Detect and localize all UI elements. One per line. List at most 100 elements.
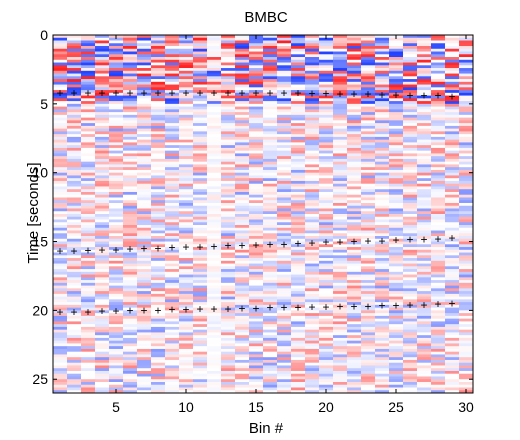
heatmap-cell bbox=[179, 324, 194, 328]
heatmap-cell bbox=[249, 310, 264, 314]
heatmap-cell bbox=[95, 167, 110, 171]
heatmap-cell bbox=[193, 186, 208, 190]
heatmap-cell bbox=[207, 211, 222, 215]
heatmap-cell bbox=[249, 249, 264, 253]
heatmap-cell bbox=[53, 219, 68, 223]
heatmap-cell bbox=[263, 172, 278, 176]
heatmap-cell bbox=[137, 266, 152, 270]
heatmap-cell bbox=[109, 92, 124, 96]
heatmap-cell bbox=[403, 326, 418, 331]
heatmap-cell bbox=[221, 252, 236, 256]
heatmap-cell bbox=[417, 365, 432, 369]
heatmap-cell bbox=[53, 362, 68, 366]
heatmap-cell bbox=[179, 313, 194, 317]
heatmap-cell bbox=[249, 376, 264, 380]
heatmap-cell bbox=[389, 211, 404, 215]
heatmap-cell bbox=[67, 117, 82, 121]
heatmap-cell bbox=[95, 161, 110, 165]
heatmap-cell bbox=[431, 370, 446, 375]
heatmap-cell bbox=[221, 318, 236, 322]
heatmap-cell bbox=[361, 263, 376, 267]
heatmap-cell bbox=[151, 136, 166, 141]
heatmap-cell bbox=[207, 117, 222, 121]
heatmap-cell bbox=[151, 43, 166, 47]
heatmap-cell bbox=[95, 313, 110, 317]
heatmap-cell bbox=[165, 120, 180, 124]
heatmap-cell bbox=[361, 81, 376, 85]
heatmap-cell bbox=[459, 348, 474, 353]
heatmap-cell bbox=[67, 244, 82, 248]
heatmap-cell bbox=[193, 65, 208, 69]
heatmap-cell bbox=[137, 288, 152, 292]
heatmap-cell bbox=[277, 161, 292, 165]
heatmap-cell bbox=[151, 247, 166, 251]
heatmap-cell bbox=[95, 335, 110, 339]
heatmap-cell bbox=[53, 161, 68, 165]
heatmap-cell bbox=[207, 271, 222, 275]
heatmap-cell bbox=[179, 258, 194, 262]
heatmap-cell bbox=[235, 125, 250, 130]
heatmap-cell bbox=[445, 103, 460, 107]
heatmap-cell bbox=[221, 51, 236, 55]
heatmap-cell bbox=[459, 332, 474, 336]
heatmap-cell bbox=[347, 285, 362, 289]
heatmap-cell bbox=[389, 379, 404, 383]
heatmap-cell bbox=[445, 260, 460, 264]
heatmap-cell bbox=[347, 288, 362, 292]
heatmap-cell bbox=[67, 357, 82, 361]
marker-point: + bbox=[364, 234, 371, 248]
heatmap-cell bbox=[347, 70, 362, 74]
heatmap-cell bbox=[179, 351, 194, 355]
heatmap-cell bbox=[291, 359, 306, 364]
heatmap-cell bbox=[333, 76, 348, 80]
heatmap-cell bbox=[165, 90, 180, 94]
heatmap-cell bbox=[403, 315, 418, 320]
heatmap-cell bbox=[81, 348, 96, 353]
heatmap-cell bbox=[403, 255, 418, 259]
heatmap-cell bbox=[431, 68, 446, 72]
heatmap-cell bbox=[95, 81, 110, 85]
heatmap-cell bbox=[375, 244, 390, 248]
heatmap-cell bbox=[403, 87, 418, 91]
heatmap-cell bbox=[123, 277, 138, 281]
heatmap-cell bbox=[221, 348, 236, 353]
heatmap-cell bbox=[389, 114, 404, 119]
heatmap-cell bbox=[305, 76, 320, 80]
heatmap-cell bbox=[207, 189, 222, 193]
heatmap-cell bbox=[277, 183, 292, 187]
heatmap-cell bbox=[95, 390, 110, 394]
heatmap-cell bbox=[459, 260, 474, 264]
heatmap-cell bbox=[431, 79, 446, 83]
heatmap-cell bbox=[81, 172, 96, 176]
heatmap-cell bbox=[431, 125, 446, 130]
heatmap-cell bbox=[333, 329, 348, 333]
heatmap-cell bbox=[151, 315, 166, 320]
heatmap-cell bbox=[291, 142, 306, 146]
heatmap-cell bbox=[459, 65, 474, 69]
heatmap-cell bbox=[137, 291, 152, 295]
heatmap-cell bbox=[263, 277, 278, 281]
heatmap-cell bbox=[319, 285, 334, 289]
heatmap-cell bbox=[333, 205, 348, 209]
heatmap-cell bbox=[459, 230, 474, 234]
heatmap-cell bbox=[95, 120, 110, 124]
heatmap-cell bbox=[109, 304, 124, 309]
heatmap-cell bbox=[151, 194, 166, 198]
heatmap-cell bbox=[431, 288, 446, 292]
heatmap-cell bbox=[81, 200, 96, 204]
heatmap-cell bbox=[389, 280, 404, 284]
heatmap-cell bbox=[249, 117, 264, 121]
heatmap-cell bbox=[193, 379, 208, 383]
heatmap-cell bbox=[403, 321, 418, 325]
heatmap-cell bbox=[361, 318, 376, 322]
heatmap-cell bbox=[445, 208, 460, 212]
heatmap-cell bbox=[207, 147, 222, 152]
heatmap-cell bbox=[235, 266, 250, 270]
heatmap-cell bbox=[137, 225, 152, 229]
marker-point: + bbox=[140, 241, 147, 255]
heatmap-cell bbox=[277, 274, 292, 278]
heatmap-cell bbox=[277, 191, 292, 196]
heatmap-cell bbox=[53, 73, 68, 77]
heatmap-cell bbox=[347, 318, 362, 322]
heatmap-cell bbox=[123, 376, 138, 380]
